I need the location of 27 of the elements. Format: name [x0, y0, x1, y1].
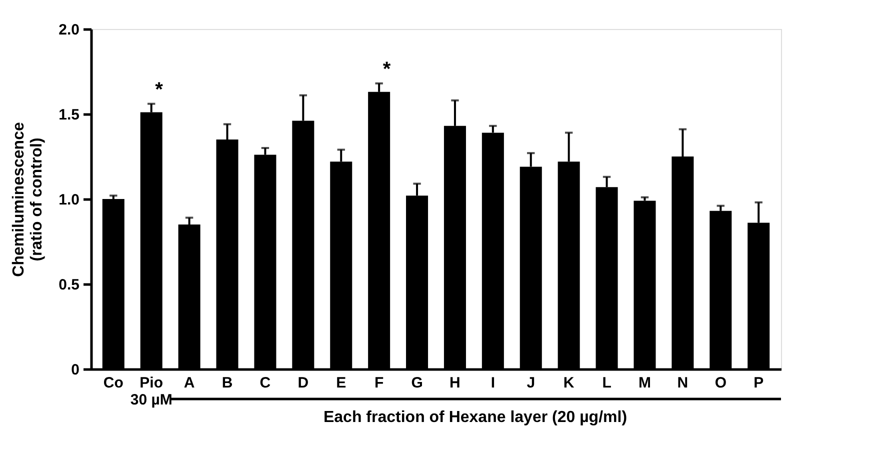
y-axis-title: Chemiluminescence (ratio of control)	[10, 122, 46, 277]
x-tick-label: M	[638, 374, 651, 392]
x-tick-label: F	[374, 374, 384, 392]
x-tick-label: N	[677, 374, 688, 392]
x-tick-label: B	[222, 374, 233, 392]
y-tick-label: 1.5	[58, 106, 80, 124]
x-tick-label: Co	[103, 374, 124, 392]
x-tick-label: Pio 30 µM	[130, 374, 172, 408]
x-tick-label: E	[336, 374, 346, 392]
y-tick-label: 1.0	[58, 192, 80, 208]
x-tick-label: D	[298, 374, 309, 392]
x-tick-label: O	[714, 374, 727, 392]
annotation: *	[155, 78, 164, 101]
annotation: *	[382, 58, 391, 80]
x-tick-label: K	[563, 374, 574, 392]
y-tick-label: 0	[71, 362, 80, 378]
x-tick-label: A	[184, 374, 195, 392]
x-tick-label: G	[411, 374, 423, 392]
x-axis-title: Each fraction of Hexane layer (20 µg/ml)	[323, 409, 628, 426]
x-tick-label: J	[526, 374, 536, 392]
x-tick-label: P	[754, 374, 764, 392]
y-tick-label: 0.5	[58, 276, 80, 294]
x-tick-label: C	[260, 374, 271, 392]
x-tick-label: H	[450, 374, 460, 392]
x-tick-label: L	[602, 374, 612, 392]
x-tick-label: I	[490, 374, 496, 392]
y-tick-label: 2.0	[58, 22, 80, 38]
